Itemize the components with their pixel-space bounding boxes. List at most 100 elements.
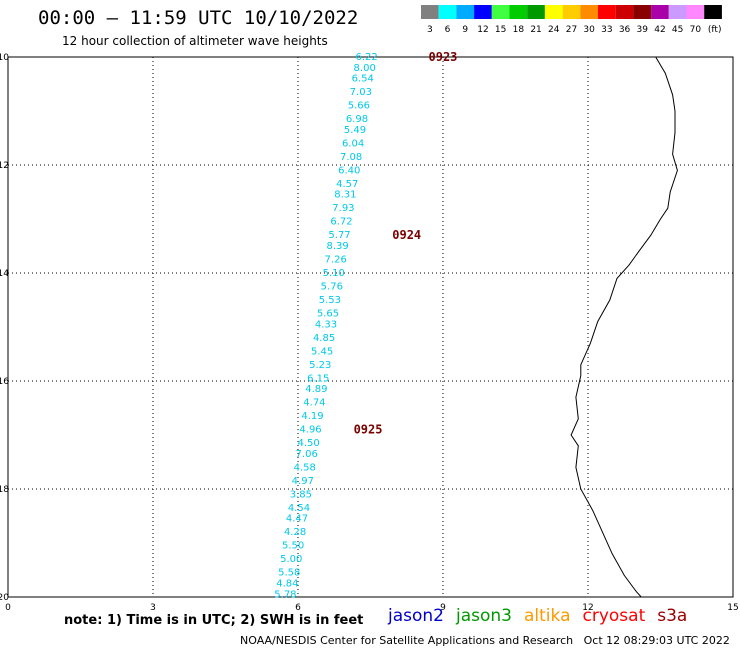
swh-value: 4.74 (303, 398, 325, 409)
x-tick-label: 0 (5, 603, 11, 613)
swh-value: 5.45 (311, 346, 333, 357)
swh-value: 6.22 (355, 52, 377, 63)
legend-swatch (598, 5, 616, 19)
legend-label: 42 (654, 25, 665, 35)
y-tick-label: -12 (0, 161, 9, 171)
time-mark: 0924 (392, 228, 421, 242)
swh-value: 6.15 (307, 373, 329, 384)
swh-value: 7.08 (340, 152, 362, 163)
altimeter-map: 0 3 6 9 12 15 -10 -12 -14 -16 -18 -20 6.228.006.54 7.… (0, 50, 739, 613)
legend-swatch (544, 5, 563, 19)
swh-value: 5.10 (323, 268, 345, 279)
map-title: 00:00 – 11:59 UTC 10/10/2022 (38, 7, 359, 29)
swh-value: 5.58 (278, 568, 300, 579)
swh-value: 4.96 (299, 425, 321, 436)
swh-value: 5.76 (321, 282, 343, 293)
swh-value: 5.53 (319, 295, 341, 306)
swh-value: 4.19 (301, 411, 323, 422)
swh-value: 6.72 (330, 217, 352, 228)
swh-value: 3.85 (290, 489, 312, 500)
legend-swatch (456, 5, 475, 19)
coastline (570, 56, 678, 598)
y-tick-label: -10 (0, 53, 9, 63)
swh-value: 6.54 (352, 74, 374, 85)
swh-value: 4.85 (313, 333, 335, 344)
swh-value: 8.39 (326, 241, 348, 252)
legend-label: 27 (566, 25, 577, 35)
x-tick-label: 12 (582, 603, 593, 613)
legend-unit: (ft) (708, 25, 722, 35)
legend-label: 18 (513, 25, 525, 35)
legend-swatch (651, 5, 669, 19)
legend-label: 36 (619, 25, 631, 35)
satellite-legend: jason2 jason3 altika cryosat s3a (388, 606, 699, 626)
legend-swatch (562, 5, 581, 19)
swh-value: 5.66 (348, 101, 370, 112)
swh-value: 7.26 (325, 255, 347, 266)
swh-value: 6.04 (342, 138, 364, 149)
x-tick-label: 6 (295, 603, 301, 613)
swh-value: 7.06 (296, 449, 318, 460)
swh-value: 5.78 (274, 589, 296, 600)
y-tick-label: -18 (0, 485, 9, 495)
swh-value: 5.50 (282, 541, 304, 552)
legend-swatch (421, 5, 439, 19)
legend-swatch (704, 5, 722, 19)
map-frame (7, 56, 734, 598)
legend-label: 45 (672, 25, 683, 35)
legend-label: 33 (601, 25, 612, 35)
legend-label: 15 (495, 25, 506, 35)
swh-value: 4.89 (305, 384, 327, 395)
swh-value: 5.77 (328, 230, 350, 241)
y-tick-label: -20 (0, 593, 9, 603)
swh-value: 4.47 (286, 514, 308, 525)
swh-value: 5.00 (280, 554, 302, 565)
swh-value: 4.58 (294, 462, 316, 473)
y-tick-label: -16 (0, 377, 9, 387)
x-tick-label: 9 (440, 603, 446, 613)
legend-label: 70 (690, 25, 702, 35)
satellite-cryosat: cryosat (582, 606, 646, 626)
swh-value: 5.23 (309, 360, 331, 371)
swh-value: 8.00 (354, 63, 376, 74)
swh-value: 7.03 (350, 87, 372, 98)
x-tick-label: 3 (150, 603, 156, 613)
legend-swatch (668, 5, 687, 19)
swh-value: 4.28 (284, 527, 306, 538)
legend-swatch (686, 5, 705, 19)
legend-swatch (615, 5, 634, 19)
legend-label: 24 (548, 25, 560, 35)
satellite-s3a: s3a (657, 606, 688, 626)
legend-label: 3 (427, 25, 433, 35)
swh-value: 7.93 (332, 203, 354, 214)
time-mark: 0925 (354, 423, 383, 437)
swh-value: 4.54 (288, 503, 310, 514)
legend-swatch (491, 5, 510, 19)
legend-swatch (580, 5, 598, 19)
swh-value: 4.50 (297, 438, 319, 449)
legend-label: 6 (445, 25, 451, 35)
legend-swatch (633, 5, 652, 19)
legend-label: 21 (530, 25, 541, 35)
legend-swatch (527, 5, 545, 19)
legend-label: 12 (477, 25, 488, 35)
satellite-jason3: jason3 (456, 606, 512, 626)
footer-note: note: 1) Time is in UTC; 2) SWH is in fe… (64, 613, 364, 628)
satellite-altika: altika (524, 606, 571, 626)
legend-swatch (438, 5, 457, 19)
legend-label: 9 (462, 25, 468, 35)
swh-value: 5.49 (344, 125, 366, 136)
map-subtitle: 12 hour collection of altimeter wave hei… (62, 34, 328, 48)
legend-swatch (509, 5, 528, 19)
swh-value: 8.31 (334, 190, 356, 201)
swh-value: 4.33 (315, 319, 337, 330)
swh-value: 6.40 (338, 165, 360, 176)
x-tick-label: 15 (727, 603, 738, 613)
footer-credit: NOAA/NESDIS Center for Satellite Applica… (240, 634, 730, 647)
swh-value: 4.97 (292, 476, 314, 487)
satellite-jason2: jason2 (388, 606, 444, 626)
y-tick-label: -14 (0, 269, 9, 279)
color-legend: 3 6 9 12 15 18 21 24 27 30 33 36 39 42 45 70 (ft) (421, 5, 722, 35)
swh-value: 5.65 (317, 309, 339, 320)
time-mark: 0923 (429, 50, 458, 64)
